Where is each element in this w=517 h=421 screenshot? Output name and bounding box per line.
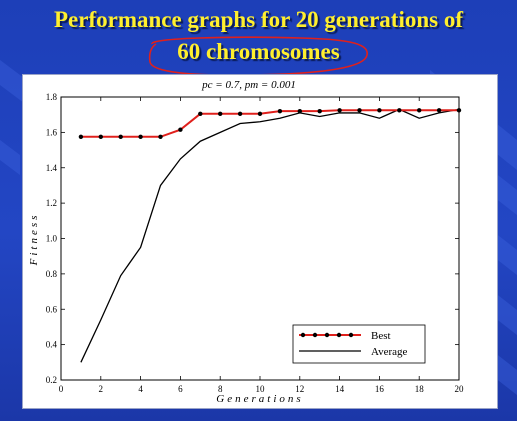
series-average-line [80,108,460,363]
x-tick-label: 14 [335,384,345,394]
x-tick-label: 2 [99,384,104,394]
series-best-point [158,134,163,139]
legend-best-marker [300,332,306,338]
axis-ticks: 0 2 4 6 8 10 12 14 16 18 20 0.2 0.4 0.6 0.8 1.0 1.2 1.4 1.… [46,92,464,394]
chart-panel: pc = 0.7, pm = 0.001 0 2 4 6 8 10 12 14 16 18 20 0.… [22,74,498,409]
legend: Best Average [292,324,426,364]
series-best-point [317,108,322,114]
series-best-point [337,108,342,113]
series-best-point [78,134,84,139]
y-tick-label: 1.6 [46,127,58,137]
series-best-point [138,134,143,139]
legend-label-average: Average [371,346,408,358]
series-best-point [178,127,183,132]
y-tick-label: 0.8 [46,269,58,279]
series-layer [78,108,462,363]
y-tick-label: 1.8 [46,92,58,102]
series-best-point [377,108,382,113]
series-best-point [436,108,442,113]
series-best-point [297,108,302,114]
slide-title-line1: Performance graphs for 20 generations of [53,7,463,32]
series-best-point [277,108,283,114]
x-tick-label: 18 [415,384,425,394]
series-best-point [198,111,203,117]
slide-title: Performance graphs for 20 generations of… [0,4,517,68]
series-best-point [118,134,123,139]
y-axis-label: Fitness [28,213,40,267]
y-tick-label: 1.2 [46,198,57,208]
legend-best-markers [300,332,354,338]
series-best-point [218,111,223,117]
x-tick-label: 6 [178,384,183,394]
series-best-point [456,108,462,113]
legend-label-best: Best [371,330,391,342]
x-tick-label: 10 [256,384,266,394]
x-tick-label: 16 [375,384,385,394]
x-axis-label: Generations [216,393,303,405]
y-tick-label: 1.4 [46,163,58,173]
y-tick-label: 0.6 [46,304,58,314]
slide-title-line2: 60 chromosomes [177,39,340,64]
x-tick-label: 20 [455,384,465,394]
legend-best-marker [324,332,330,338]
y-tick-label: 0.2 [46,375,57,385]
series-best-point [257,111,263,117]
legend-best-marker [336,332,342,338]
x-tick-label: 0 [59,384,64,394]
x-tick-label: 12 [295,384,304,394]
y-tick-label: 1.0 [46,234,58,244]
series-best-point [397,108,402,113]
series-best-point [237,111,243,117]
legend-box [292,324,426,364]
chart-title: pc = 0.7, pm = 0.001 [201,79,296,91]
series-best-point [98,134,104,139]
series-best-point [417,108,422,113]
series-best-line [80,109,459,138]
series-best-point [357,108,362,113]
y-tick-label: 0.4 [46,340,58,350]
performance-chart: pc = 0.7, pm = 0.001 0 2 4 6 8 10 12 14 16 18 20 0.… [28,79,464,405]
legend-best-marker [312,332,318,338]
x-tick-label: 8 [218,384,223,394]
legend-best-marker [348,332,354,338]
x-tick-label: 4 [138,384,143,394]
